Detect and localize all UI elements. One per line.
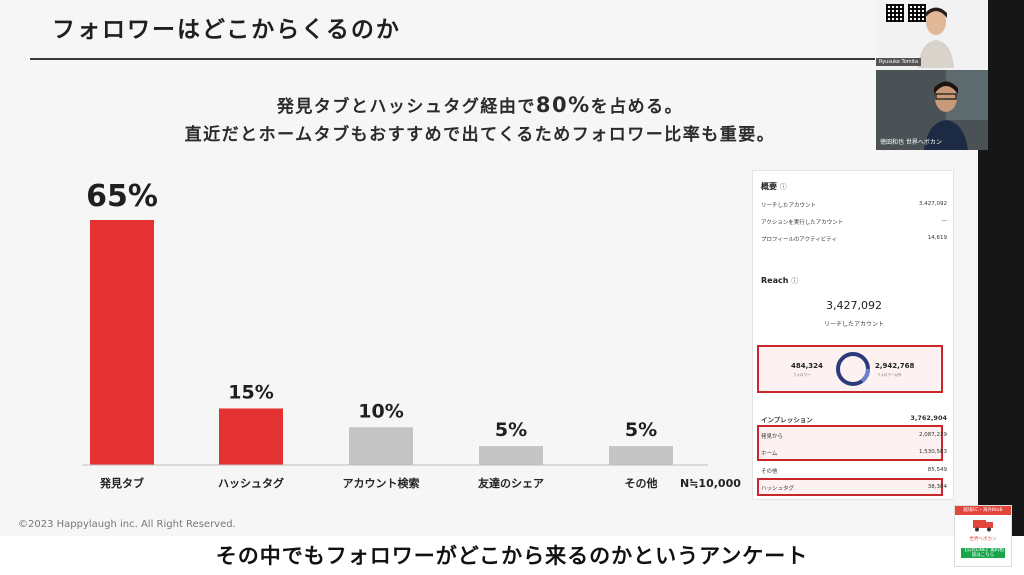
impression-row: ホーム 1,530,583 bbox=[761, 449, 947, 457]
qr-code-icon bbox=[886, 4, 904, 22]
copyright-notice: ©2023 Happylaugh inc. All Right Reserved… bbox=[18, 519, 236, 530]
guest-caption: 徳田和也 世界へボカン bbox=[880, 139, 942, 146]
ring-left-label: フォロワー bbox=[793, 373, 811, 377]
presenter-card: Ryusuke Tomita bbox=[876, 0, 988, 70]
guest-person bbox=[876, 70, 988, 150]
bar-value-label-1: 65% bbox=[86, 179, 158, 214]
impression-row: ハッシュタグ 38,384 bbox=[761, 484, 947, 492]
headline-1-pre: 発見タブとハッシュタグ経由で bbox=[276, 97, 536, 117]
overview-row: プロフィールのアクティビティ 14,619 bbox=[761, 235, 947, 243]
promo-widget[interactable]: 越境EC・海外BtoB 世界へボカン 【公式LINE】無料相談はこちら bbox=[954, 505, 1012, 567]
category-label-2: ハッシュタグ bbox=[218, 476, 284, 490]
ring-right-label: フォロワー以外 bbox=[877, 373, 902, 377]
analytics-panel: 概要 ⓘ リーチしたアカウント 3,427,092 アクションを実行したアカウント… bbox=[752, 170, 954, 500]
overview-heading: 概要 ⓘ bbox=[761, 182, 787, 191]
webcam-overlay: Ryusuke Tomita 徳田和也 世界へボカン bbox=[876, 0, 988, 150]
promo-line-button[interactable]: 【公式LINE】無料相談はこちら bbox=[961, 548, 1005, 558]
headline-1-highlight: 80% bbox=[535, 93, 591, 117]
presentation-slide: フォロワーはどこからくるのか 発見タブとハッシュタグ経由で80%を占める。 直近… bbox=[0, 0, 978, 536]
bar-value-label-4: 5% bbox=[495, 419, 527, 441]
overview-row: リーチしたアカウント 3,427,092 bbox=[761, 201, 947, 209]
qr-code-icon bbox=[908, 4, 926, 22]
category-label-1: 発見タブ bbox=[99, 476, 144, 490]
overview-row: アクションを実行したアカウント — bbox=[761, 218, 947, 226]
category-label-4: 友達のシェア bbox=[478, 476, 544, 490]
bar-value-label-2: 15% bbox=[228, 381, 273, 403]
highlight-box-discovery-home bbox=[757, 425, 943, 461]
truck-icon bbox=[973, 520, 993, 532]
bar-chart: 65% 発見タブ 15% ハッシュタグ 10% アカウント検索 5% 友達のシェア 5% その他 N… bbox=[82, 179, 741, 490]
bar-2 bbox=[219, 408, 283, 465]
reach-subtitle: リーチしたアカウント bbox=[823, 321, 884, 328]
category-label-5: その他 bbox=[625, 476, 658, 490]
highlight-box-hashtag bbox=[757, 478, 943, 496]
impressions-row: インプレッション 3,762,904 bbox=[761, 414, 947, 424]
headline-line-1: 発見タブとハッシュタグ経由で80%を占める。 bbox=[100, 92, 860, 117]
slide-title: フォロワーはどこからくるのか bbox=[52, 17, 401, 43]
ring-left-value: 484,324 bbox=[791, 362, 823, 370]
bar-5 bbox=[609, 446, 673, 465]
reach-heading: Reach ⓘ bbox=[761, 276, 799, 285]
title-divider bbox=[30, 58, 875, 60]
subtitle-text: その中でもフォロワーがどこから来るのかというアンケート bbox=[215, 544, 809, 568]
headline-1-post: を占める。 bbox=[590, 97, 684, 117]
bar-value-label-5: 5% bbox=[625, 419, 657, 441]
impression-row: その他 85,549 bbox=[761, 467, 947, 475]
bar-value-label-3: 10% bbox=[358, 400, 403, 422]
reach-total: 3,427,092 bbox=[826, 299, 882, 312]
category-label-3: アカウント検索 bbox=[343, 476, 420, 490]
promo-brand: 世界へボカン bbox=[969, 537, 997, 542]
bar-4 bbox=[479, 446, 543, 465]
subtitle-bar: その中でもフォロワーがどこから来るのかというアンケート bbox=[0, 536, 1024, 575]
presenter-video bbox=[918, 7, 954, 68]
impression-row: 発見から 2,087,229 bbox=[761, 432, 947, 440]
headline-line-2: 直近だとホームタブもおすすめで出てくるためフォロワー比率も重要。 bbox=[184, 125, 776, 145]
donut-ring bbox=[836, 352, 870, 386]
promo-label-top: 越境EC・海外BtoB bbox=[955, 506, 1011, 515]
bar-1 bbox=[90, 220, 154, 465]
ring-right-value: 2,942,768 bbox=[875, 362, 915, 370]
info-icon: ⓘ bbox=[791, 277, 799, 285]
presenter-name-tag: Ryusuke Tomita bbox=[876, 58, 922, 66]
sample-size-note: N≒10,000 bbox=[680, 477, 741, 490]
bar-3 bbox=[349, 427, 413, 465]
guest-video bbox=[876, 70, 988, 150]
info-icon: ⓘ bbox=[779, 183, 787, 191]
